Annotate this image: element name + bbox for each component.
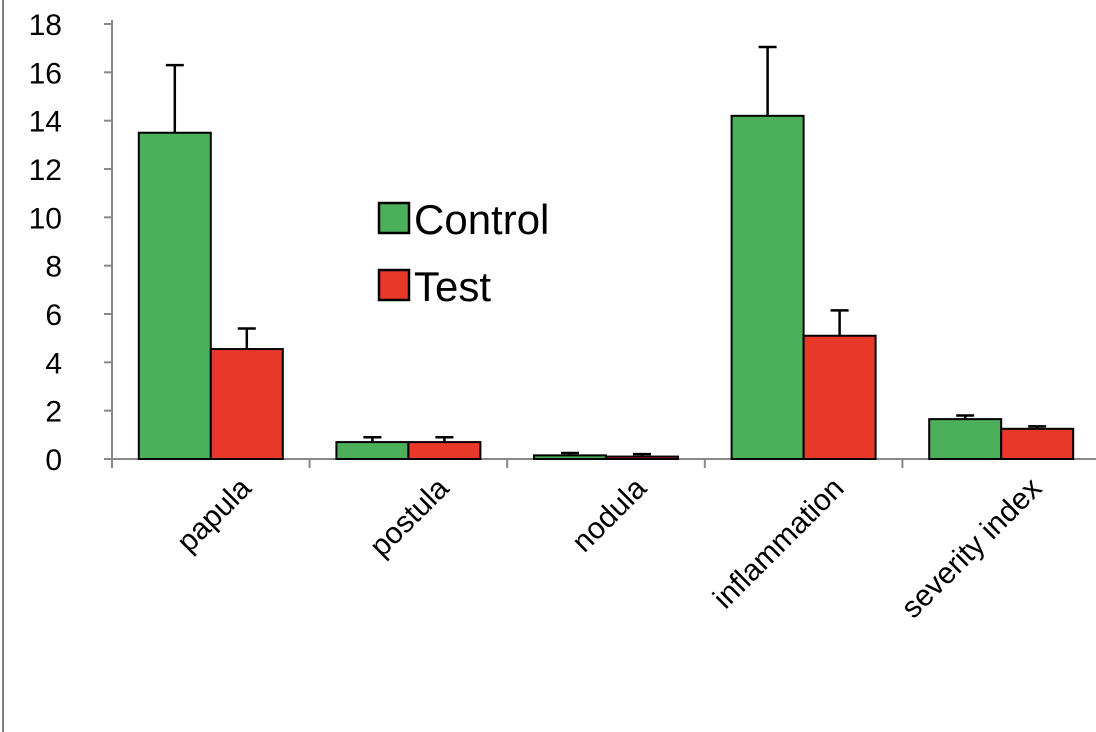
category-label: severity index <box>895 472 1048 625</box>
bar-test-inflammation <box>802 334 877 460</box>
y-tick-label: 0 <box>45 444 62 477</box>
y-tick-label: 10 <box>29 202 62 235</box>
error-bars <box>165 45 1047 457</box>
category-labels: papula postula nodula inflammation severity … <box>171 471 1048 624</box>
bar-test-nodula <box>605 455 679 461</box>
y-tick-label: 14 <box>29 106 62 139</box>
y-tick-label: 2 <box>45 396 62 429</box>
category-label: inflammation <box>707 472 851 616</box>
y-axis: 0 2 4 6 8 10 12 14 16 18 <box>29 9 113 477</box>
bars <box>137 114 1075 461</box>
bar-control-severity-index <box>928 418 1003 460</box>
y-tick-label: 12 <box>29 154 62 187</box>
category-label: nodula <box>566 471 653 558</box>
bar-control-postula <box>335 441 410 461</box>
bar-test-papula <box>209 348 284 460</box>
y-tick-label: 6 <box>45 299 62 332</box>
bar-test-severity-index <box>1000 427 1075 460</box>
legend-swatch-test <box>377 268 411 302</box>
category-label: postula <box>364 471 456 563</box>
y-tick-label: 8 <box>45 251 62 284</box>
legend-label-test: Test <box>414 263 491 310</box>
y-tick-label: 4 <box>45 347 62 380</box>
x-axis <box>111 458 1096 468</box>
y-tick-label: 16 <box>29 57 62 90</box>
legend-label-control: Control <box>414 196 549 243</box>
legend-swatch-control <box>377 201 411 235</box>
bar-test-postula <box>407 441 482 461</box>
bar-control-nodula <box>533 454 607 460</box>
bar-control-inflammation <box>730 114 805 460</box>
legend: Control Test <box>377 196 549 310</box>
bar-control-papula <box>137 131 212 460</box>
y-tick-label: 18 <box>29 9 62 42</box>
category-label: papula <box>171 471 258 558</box>
